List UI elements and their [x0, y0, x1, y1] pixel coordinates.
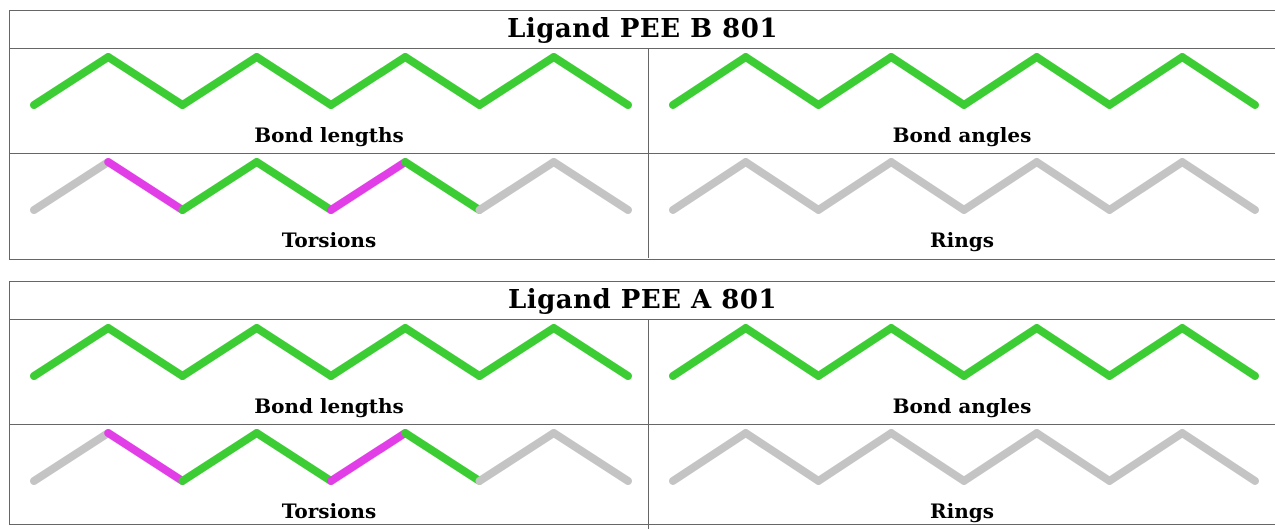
- bond-na: [668, 429, 750, 485]
- bond-pass: [960, 324, 1041, 380]
- bond-pass: [104, 53, 187, 109]
- bond-pass: [475, 53, 558, 109]
- bond-na: [668, 158, 750, 214]
- bond-pass: [814, 324, 896, 380]
- bond-angles-cell: Bond angles: [649, 49, 1275, 153]
- bond-pass: [1032, 324, 1114, 380]
- bond-pass: [1178, 53, 1260, 109]
- bond-outlier: [327, 158, 410, 214]
- molecule-diagram: [29, 158, 633, 214]
- bond-pass: [401, 324, 484, 380]
- molecule-diagram: [668, 158, 1260, 214]
- panel-row: Bond lengths Bond angles: [10, 320, 1275, 425]
- cell-caption: Rings: [929, 499, 994, 523]
- molecule-diagram: [29, 53, 633, 109]
- bond-outlier: [104, 158, 187, 214]
- molecule-diagram: [668, 429, 1260, 485]
- bond-pass: [29, 53, 113, 109]
- bond-pass: [1105, 324, 1187, 380]
- bond-pass: [178, 158, 261, 214]
- rings-cell: Rings: [649, 154, 1275, 258]
- bond-lengths-cell: Bond lengths: [10, 49, 649, 153]
- cell-caption: Bond angles: [892, 394, 1032, 418]
- bond-pass: [814, 53, 896, 109]
- bond-na: [1105, 429, 1187, 485]
- torsions-cell: Torsions: [10, 425, 649, 529]
- bond-pass: [104, 324, 187, 380]
- bond-na: [549, 429, 633, 485]
- molecule-diagram: [29, 429, 633, 485]
- bond-pass: [668, 324, 750, 380]
- bond-na: [1032, 158, 1114, 214]
- bond-na: [29, 158, 113, 214]
- bond-na: [960, 429, 1041, 485]
- bond-pass: [1032, 53, 1114, 109]
- bond-pass: [401, 158, 484, 214]
- cell-caption: Bond angles: [892, 123, 1032, 147]
- cell-caption: Bond lengths: [254, 123, 404, 147]
- bond-na: [29, 429, 113, 485]
- cell-caption: Torsions: [281, 499, 377, 523]
- bond-na: [549, 158, 633, 214]
- bond-pass: [252, 324, 335, 380]
- bond-na: [741, 429, 823, 485]
- bond-pass: [29, 324, 113, 380]
- bond-na: [960, 158, 1041, 214]
- molecule-diagram: [29, 324, 633, 380]
- bond-pass: [1105, 53, 1187, 109]
- bond-pass: [475, 324, 558, 380]
- bond-na: [887, 429, 968, 485]
- bond-na: [1178, 158, 1260, 214]
- bond-na: [814, 158, 896, 214]
- panel-title: Ligand PEE A 801: [10, 282, 1275, 320]
- bond-pass: [401, 429, 484, 485]
- bond-na: [1032, 429, 1114, 485]
- panel-row: Torsions Rings: [10, 425, 1275, 529]
- panel-row: Bond lengths Bond angles: [10, 49, 1275, 154]
- bond-pass: [178, 53, 261, 109]
- bond-pass: [1178, 324, 1260, 380]
- bond-na: [741, 158, 823, 214]
- bond-na: [1178, 429, 1260, 485]
- bond-pass: [887, 53, 968, 109]
- bond-pass: [327, 53, 410, 109]
- bond-na: [887, 158, 968, 214]
- bond-pass: [401, 53, 484, 109]
- bond-pass: [887, 324, 968, 380]
- bond-pass: [178, 324, 261, 380]
- bond-pass: [668, 53, 750, 109]
- molecule-diagram: [668, 324, 1260, 380]
- bond-pass: [741, 324, 823, 380]
- bond-outlier: [327, 429, 410, 485]
- bond-na: [814, 429, 896, 485]
- bond-pass: [252, 158, 335, 214]
- molecule-diagram: [668, 53, 1260, 109]
- rings-cell: Rings: [649, 425, 1275, 529]
- cell-caption: Rings: [929, 228, 994, 252]
- bond-na: [475, 158, 558, 214]
- bond-pass: [549, 53, 633, 109]
- torsions-cell: Torsions: [10, 154, 649, 258]
- bond-angles-cell: Bond angles: [649, 320, 1275, 424]
- bond-pass: [327, 324, 410, 380]
- bond-pass: [252, 53, 335, 109]
- cell-caption: Torsions: [281, 228, 377, 252]
- bond-outlier: [104, 429, 187, 485]
- bond-pass: [252, 429, 335, 485]
- bond-pass: [741, 53, 823, 109]
- bond-lengths-cell: Bond lengths: [10, 320, 649, 424]
- ligand-panel-a: Ligand PEE A 801 Bond lengths Bond angle…: [9, 281, 1275, 529]
- bond-pass: [549, 324, 633, 380]
- bond-na: [475, 429, 558, 485]
- bond-pass: [960, 53, 1041, 109]
- cell-caption: Bond lengths: [254, 394, 404, 418]
- panel-title: Ligand PEE B 801: [10, 11, 1275, 49]
- panel-row: Torsions Rings: [10, 154, 1275, 258]
- bond-na: [1105, 158, 1187, 214]
- bond-pass: [178, 429, 261, 485]
- ligand-panel-b: Ligand PEE B 801 Bond lengths Bond angle…: [9, 10, 1275, 260]
